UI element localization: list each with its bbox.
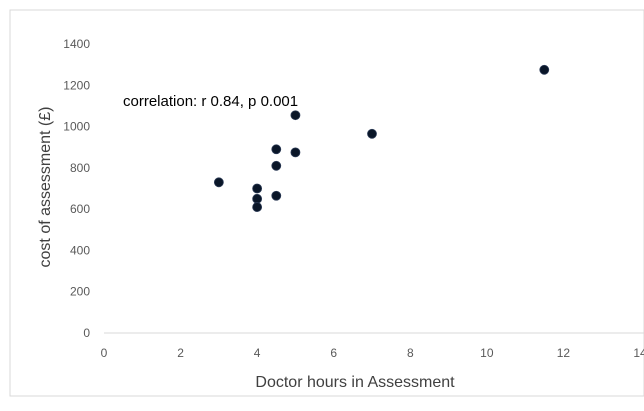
- x-tick-label: 12: [557, 346, 571, 360]
- data-point: [290, 110, 301, 121]
- y-tick-label: 800: [70, 161, 90, 175]
- y-axis-label: cost of assessment (£): [37, 107, 54, 268]
- y-tick-label: 200: [70, 285, 90, 299]
- x-axis-label: Doctor hours in Assessment: [255, 374, 455, 391]
- correlation-annotation: correlation: r 0.84, p 0.001: [123, 93, 298, 110]
- x-tick-label: 6: [330, 346, 337, 360]
- data-points: [213, 64, 550, 212]
- x-tick-label: 4: [254, 346, 261, 360]
- x-tick-label: 10: [480, 346, 494, 360]
- y-tick-label: 600: [70, 202, 90, 216]
- y-axis-ticks: 0 200 400 600 800 1000 1200 1400: [63, 37, 90, 340]
- data-point: [271, 190, 282, 201]
- y-tick-label: 1400: [63, 37, 90, 51]
- chart-frame: [9, 9, 644, 397]
- data-point: [367, 128, 377, 139]
- data-point: [271, 160, 282, 171]
- x-tick-label: 2: [177, 346, 184, 360]
- data-point: [252, 202, 263, 212]
- data-point: [290, 147, 301, 158]
- x-tick-label: 0: [101, 346, 108, 360]
- data-point: [252, 183, 263, 194]
- data-point: [271, 144, 282, 155]
- y-tick-label: 1200: [63, 78, 90, 92]
- x-tick-label: 8: [407, 346, 414, 360]
- x-axis-ticks: 0 2 4 6 8 10 12 14: [101, 346, 644, 360]
- data-point: [539, 64, 550, 75]
- y-tick-label: 1000: [63, 120, 90, 134]
- data-point: [213, 177, 224, 188]
- y-tick-label: 400: [70, 243, 90, 257]
- y-tick-label: 0: [83, 326, 90, 340]
- x-tick-label: 14: [633, 346, 644, 360]
- data-point: [252, 193, 263, 204]
